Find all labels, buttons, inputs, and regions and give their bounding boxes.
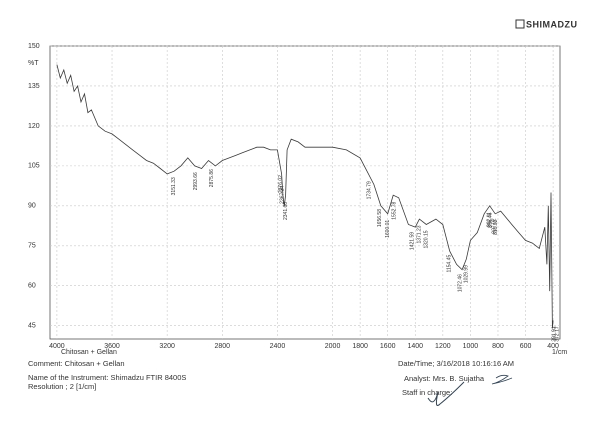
- peak-label: 372.17: [554, 326, 560, 342]
- instrument: Name of the Instrument: Shimadzu FTIR 84…: [28, 373, 186, 382]
- peak-label: 1029.99: [464, 265, 470, 283]
- y-tick-label: 120: [28, 123, 40, 130]
- peak-label: 2993.66: [193, 172, 199, 190]
- peak-label: 2376.02: [278, 175, 284, 193]
- spectrum-line: [56, 64, 554, 329]
- y-tick-label: 90: [28, 203, 36, 210]
- peak-label: 856.46: [488, 212, 494, 228]
- peak-label: 1371.23: [417, 225, 423, 243]
- datetime: Date/Time; 3/16/2018 10:16:16 AM: [398, 359, 514, 368]
- peak-label: 1154.45: [446, 255, 452, 273]
- peak-label: 1320.15: [424, 230, 430, 248]
- initials: [491, 374, 513, 385]
- peak-label: 815.92: [493, 219, 499, 235]
- peak-label: 1072.46: [458, 274, 464, 292]
- y-axis-label: %T: [28, 60, 39, 67]
- brand: SHIMADZU: [526, 19, 578, 29]
- peak-label: 1656.58: [377, 209, 383, 227]
- staff: Staff in charge:: [402, 388, 452, 397]
- peak-label: 2367.24: [279, 186, 285, 204]
- x-tick-label: 400: [547, 343, 559, 350]
- x-tick-label: 1000: [463, 343, 479, 350]
- y-tick-label: 60: [28, 283, 36, 290]
- peak-label: 391.91: [552, 326, 558, 342]
- x-tick-label: 3200: [159, 343, 175, 350]
- resolution: Resolution ; 2 [1/cm]: [28, 382, 96, 391]
- signature: [427, 381, 465, 406]
- x-tick-label: 2000: [325, 343, 341, 350]
- peak-label: 1734.79: [366, 181, 372, 199]
- y-tick-label: 45: [28, 323, 36, 330]
- y-tick-label: 75: [28, 243, 36, 250]
- peak-label: 827.02: [492, 218, 498, 234]
- plot-frame: [49, 45, 561, 340]
- x-axis-label: 1/cm: [552, 349, 567, 356]
- peak-label: 2875.86: [209, 169, 215, 187]
- peak-label: 862.11: [487, 212, 493, 227]
- brand-logo: [515, 19, 525, 29]
- x-tick-label: 3600: [104, 343, 120, 350]
- comment: Comment: Chitosan + Gellan: [28, 359, 125, 368]
- analyst: Analyst: Mrs. B. Sujatha: [404, 374, 485, 383]
- sample-label: Chitosan + Gellan: [61, 349, 117, 356]
- peak-label: 1552.78: [392, 201, 398, 219]
- x-tick-label: 1600: [380, 343, 396, 350]
- x-tick-label: 1800: [352, 343, 368, 350]
- y-tick-label: 135: [28, 83, 40, 90]
- x-tick-label: 2400: [270, 343, 286, 350]
- y-tick-label: 150: [28, 43, 40, 50]
- y-tick-label: 105: [28, 163, 40, 170]
- x-tick-label: 2800: [215, 343, 231, 350]
- x-tick-label: 1400: [407, 343, 423, 350]
- peak-label: 2341.66: [283, 202, 289, 220]
- peak-label: 3151.33: [171, 177, 177, 195]
- x-tick-label: 1200: [435, 343, 451, 350]
- x-tick-label: 800: [492, 343, 504, 350]
- peak-label: 1600.01: [385, 220, 391, 238]
- x-tick-label: 600: [520, 343, 532, 350]
- peak-label: 1421.59: [410, 232, 416, 250]
- x-tick-label: 4000: [49, 343, 65, 350]
